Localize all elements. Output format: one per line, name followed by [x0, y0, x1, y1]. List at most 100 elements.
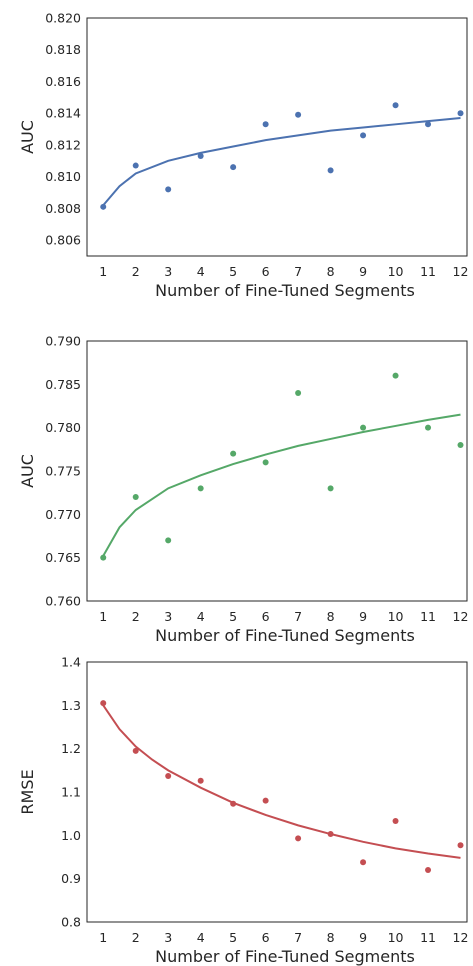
data-point: [295, 111, 302, 118]
data-point: [360, 859, 367, 866]
data-point: [457, 842, 464, 849]
y-tick-label: 0.780: [45, 420, 81, 435]
data-point: [327, 167, 334, 174]
data-point: [165, 537, 172, 544]
chart-panel-3: 0.80.91.01.11.21.31.41 2 3 4 5 6 7 8 9 10 11 12Numb…: [18, 655, 468, 966]
x-axis-title: Number of Fine-Tuned Segments: [155, 281, 415, 300]
data-point: [392, 372, 399, 379]
fit-curve: [102, 116, 461, 206]
data-point: [360, 424, 367, 431]
y-tick-label: 1.1: [61, 785, 81, 800]
data-point: [230, 164, 237, 171]
plot-frame: [86, 340, 468, 602]
data-point: [100, 700, 107, 707]
y-axis-title: AUC: [18, 454, 37, 488]
x-tick-label: 8: [327, 264, 335, 279]
x-tick-label: 6: [262, 609, 270, 624]
y-axis-title: AUC: [18, 120, 37, 154]
plot-frame: [86, 17, 468, 257]
data-point: [197, 777, 204, 784]
x-tick-label: 5: [229, 609, 237, 624]
y-tick-label: 0.8: [61, 915, 81, 930]
x-tick-label: 7: [294, 264, 302, 279]
x-tick-label: 4: [197, 609, 205, 624]
x-tick-label: 7: [294, 609, 302, 624]
data-point: [392, 818, 399, 825]
y-tick-label: 0.818: [45, 42, 81, 57]
x-tick-label: 3: [164, 930, 172, 945]
y-tick-label: 0.812: [45, 137, 81, 152]
data-point: [425, 121, 432, 128]
x-tick-label: 2: [132, 264, 140, 279]
y-tick-label: 0.810: [45, 169, 81, 184]
x-tick-label: 11: [420, 930, 436, 945]
x-tick-label: 10: [388, 930, 404, 945]
x-tick-label: 12: [453, 264, 469, 279]
data-point: [230, 800, 237, 807]
y-tick-label: 0.816: [45, 74, 81, 89]
x-tick-label: 1: [99, 264, 107, 279]
data-point: [262, 121, 269, 128]
x-tick-label: 3: [164, 264, 172, 279]
y-tick-label: 1.3: [61, 698, 81, 713]
data-point: [165, 186, 172, 193]
y-tick-label: 0.775: [45, 464, 81, 479]
data-point: [327, 831, 334, 838]
data-point: [230, 450, 237, 457]
data-point: [165, 772, 172, 779]
y-tick-label: 0.785: [45, 377, 81, 392]
data-point: [100, 554, 107, 561]
x-axis-title: Number of Fine-Tuned Segments: [155, 947, 415, 966]
y-tick-label: 1.2: [61, 741, 81, 756]
data-point: [132, 747, 139, 754]
x-tick-label: 4: [197, 930, 205, 945]
x-tick-label: 10: [388, 609, 404, 624]
y-tick-label: 0.808: [45, 201, 81, 216]
x-tick-label: 6: [262, 264, 270, 279]
data-point: [425, 867, 432, 873]
y-tick-label: 0.9: [61, 871, 81, 886]
x-tick-label: 2: [132, 930, 140, 945]
data-point: [197, 485, 204, 492]
data-point: [197, 153, 204, 160]
y-tick-label: 0.770: [45, 507, 81, 522]
x-tick-label: 11: [420, 264, 436, 279]
data-point: [425, 424, 432, 431]
x-tick-label: 4: [197, 264, 205, 279]
x-tick-label: 7: [294, 930, 302, 945]
x-axis-title: Number of Fine-Tuned Segments: [155, 626, 415, 645]
x-tick-label: 5: [229, 930, 237, 945]
data-point: [457, 442, 464, 448]
y-axis-title: RMSE: [18, 769, 37, 814]
data-point: [262, 459, 269, 466]
x-tick-label: 1: [99, 930, 107, 945]
fit-curve: [102, 413, 461, 557]
y-tick-label: 0.820: [45, 11, 81, 26]
x-tick-label: 12: [453, 609, 469, 624]
x-tick-label: 2: [132, 609, 140, 624]
chart-panel-1: 0.806 0.808 0.810 0.812 0.814 0.816 0.818 0.820…: [18, 11, 468, 301]
plot-frame: [86, 661, 468, 923]
y-tick-label: 1.4: [61, 655, 81, 670]
y-tick-label: 1.0: [61, 828, 81, 843]
x-tick-label: 9: [359, 264, 367, 279]
x-tick-label: 3: [164, 609, 172, 624]
data-point: [327, 485, 334, 492]
y-tick-label: 0.760: [45, 594, 81, 609]
y-tick-label: 0.765: [45, 550, 81, 565]
data-point: [457, 110, 464, 117]
x-tick-label: 1: [99, 609, 107, 624]
x-tick-label: 10: [388, 264, 404, 279]
x-tick-label: 6: [262, 930, 270, 945]
x-tick-label: 5: [229, 264, 237, 279]
x-tick-label: 9: [359, 930, 367, 945]
x-tick-label: 9: [359, 609, 367, 624]
fit-curve: [102, 704, 461, 859]
data-point: [100, 203, 107, 210]
x-tick-label: 12: [453, 930, 469, 945]
data-point: [360, 132, 367, 139]
x-tick-label: 8: [327, 609, 335, 624]
data-point: [295, 835, 302, 842]
